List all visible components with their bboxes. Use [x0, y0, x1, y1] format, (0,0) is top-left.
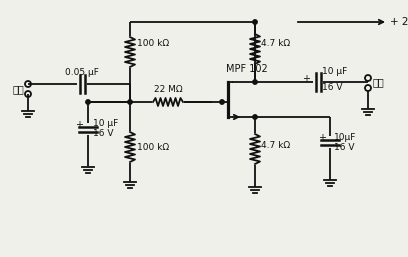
Text: + 24 V: + 24 V — [390, 17, 408, 27]
Text: 10 μF: 10 μF — [93, 120, 118, 128]
Circle shape — [86, 100, 90, 104]
Text: +: + — [318, 133, 326, 143]
Text: 10μF: 10μF — [334, 133, 356, 142]
Text: 4.7 kΩ: 4.7 kΩ — [261, 141, 290, 150]
Text: 100 kΩ: 100 kΩ — [137, 40, 169, 49]
Text: 10 μF: 10 μF — [322, 67, 347, 76]
Text: MPF 102: MPF 102 — [226, 64, 268, 74]
Text: 16 V: 16 V — [334, 142, 355, 151]
Text: 16 V: 16 V — [322, 83, 342, 92]
Text: 22 MΩ: 22 MΩ — [154, 85, 182, 94]
Text: 4.7 kΩ: 4.7 kΩ — [261, 39, 290, 48]
Text: 16 V: 16 V — [93, 130, 113, 139]
Circle shape — [128, 100, 132, 104]
Text: 输出: 输出 — [373, 77, 385, 87]
Circle shape — [253, 115, 257, 119]
Circle shape — [220, 100, 224, 104]
Text: +: + — [302, 74, 310, 84]
Text: 100 kΩ: 100 kΩ — [137, 142, 169, 151]
Text: 0.05 μF: 0.05 μF — [65, 68, 99, 77]
Circle shape — [253, 80, 257, 84]
Text: 输入: 输入 — [12, 84, 24, 94]
Text: +: + — [75, 120, 83, 130]
Circle shape — [253, 20, 257, 24]
